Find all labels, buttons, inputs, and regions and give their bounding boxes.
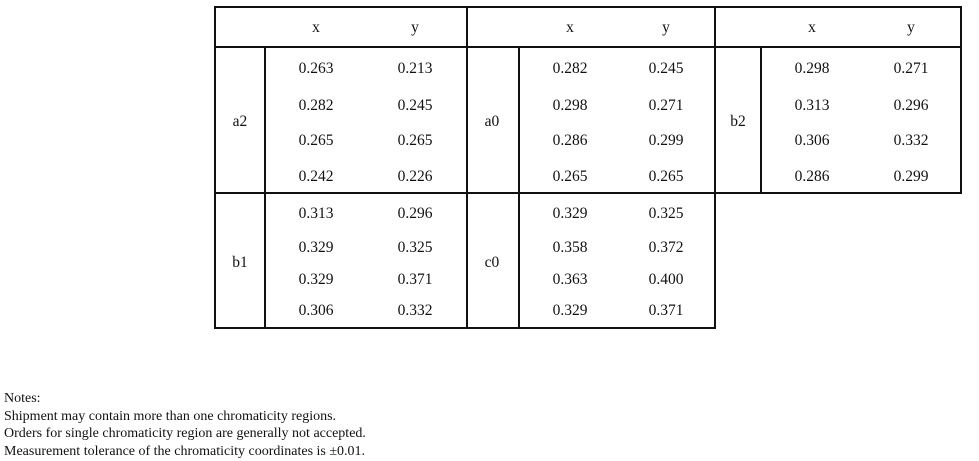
x-value: 0.313 (794, 97, 830, 114)
label-divider-left (264, 46, 266, 329)
x-value: 0.329 (298, 239, 334, 256)
region-label: b1 (232, 254, 248, 271)
column-header-x: x (312, 19, 320, 36)
table-border-top (214, 6, 962, 8)
note-line: Orders for single chromaticity region ar… (4, 426, 366, 441)
label-divider-right (760, 46, 762, 194)
section-rule (214, 192, 962, 194)
y-value: 0.299 (648, 132, 684, 149)
y-value: 0.332 (397, 302, 433, 319)
y-value: 0.332 (893, 132, 929, 149)
y-value: 0.371 (397, 271, 433, 288)
x-value: 0.329 (552, 302, 588, 319)
x-value: 0.265 (298, 132, 334, 149)
notes-title: Notes: (4, 391, 41, 406)
y-value: 0.271 (648, 97, 684, 114)
y-value: 0.325 (648, 205, 684, 222)
y-value: 0.325 (397, 239, 433, 256)
x-value: 0.329 (552, 205, 588, 222)
x-value: 0.282 (298, 97, 334, 114)
x-value: 0.286 (552, 132, 588, 149)
x-value: 0.363 (552, 271, 588, 288)
y-value: 0.400 (648, 271, 684, 288)
x-value: 0.263 (298, 60, 334, 77)
column-header-y: y (411, 19, 419, 36)
header-rule (214, 46, 962, 48)
column-header-y: y (662, 19, 670, 36)
x-value: 0.282 (552, 60, 588, 77)
x-value: 0.306 (794, 132, 830, 149)
y-value: 0.213 (397, 60, 433, 77)
column-header-y: y (907, 19, 915, 36)
note-line: Shipment may contain more than one chrom… (4, 408, 337, 424)
y-value: 0.299 (893, 168, 929, 185)
notes-section: Notes: Shipment may contain more than on… (4, 390, 366, 460)
note-line: Measurement tolerance of the chromaticit… (4, 443, 366, 459)
label-divider-mid (518, 46, 520, 329)
x-value: 0.265 (552, 168, 588, 185)
y-value: 0.372 (648, 239, 684, 256)
region-label: c0 (484, 254, 500, 271)
y-value: 0.265 (648, 168, 684, 185)
y-value: 0.245 (397, 97, 433, 114)
x-value: 0.286 (794, 168, 830, 185)
y-value: 0.296 (397, 205, 433, 222)
x-value: 0.358 (552, 239, 588, 256)
block-divider-1 (466, 6, 468, 329)
table-border-bottom-left (214, 327, 716, 329)
y-value: 0.245 (648, 60, 684, 77)
x-value: 0.242 (298, 168, 334, 185)
x-value: 0.298 (794, 60, 830, 77)
x-value: 0.306 (298, 302, 334, 319)
x-value: 0.298 (552, 97, 588, 114)
table-border-left (214, 6, 216, 329)
column-header-x: x (566, 19, 574, 36)
y-value: 0.271 (893, 60, 929, 77)
y-value: 0.265 (397, 132, 433, 149)
region-label: a2 (232, 113, 248, 130)
x-value: 0.313 (298, 205, 334, 222)
y-value: 0.226 (397, 168, 433, 185)
column-header-x: x (808, 19, 816, 36)
y-value: 0.296 (893, 97, 929, 114)
block-divider-2 (714, 6, 716, 329)
region-label: b2 (730, 113, 746, 130)
x-value: 0.329 (298, 271, 334, 288)
region-label: a0 (484, 113, 500, 130)
table-border-right (960, 6, 962, 194)
y-value: 0.371 (648, 302, 684, 319)
